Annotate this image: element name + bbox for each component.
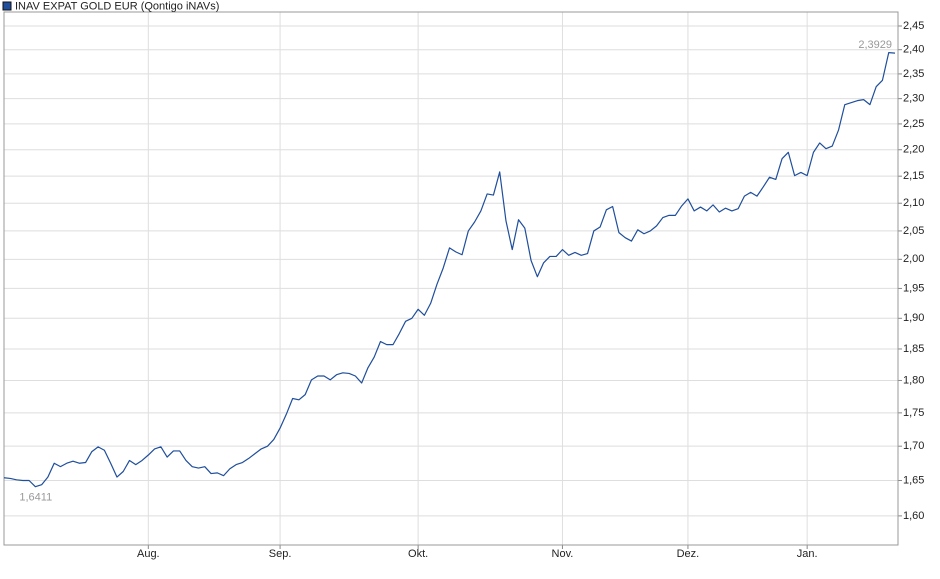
legend-label: INAV EXPAT GOLD EUR (Qontigo iNAVs) — [15, 0, 219, 12]
x-tick-label: Dez. — [677, 548, 700, 560]
series-line — [3, 51, 896, 488]
y-tick-label: 1,65 — [903, 474, 924, 486]
x-tick-label: Nov. — [552, 548, 574, 560]
y-tick-label: 2,00 — [903, 253, 924, 265]
y-tick-label: 2,40 — [903, 44, 924, 56]
marks — [3, 51, 896, 488]
y-tick-label: 2,45 — [903, 20, 924, 32]
x-tick-label: Sep. — [269, 548, 292, 560]
y-tick-label: 1,75 — [903, 407, 924, 419]
y-tick-label: 1,85 — [903, 343, 924, 355]
value-label: 1,6411 — [19, 492, 52, 504]
y-tick-label: 2,30 — [903, 93, 924, 105]
plot-frame — [3, 11, 899, 546]
y-tick-label: 2,10 — [903, 197, 924, 209]
x-tick-label: Aug. — [137, 548, 160, 560]
y-tick-label: 1,80 — [903, 374, 924, 386]
y-tick-label: 1,95 — [903, 282, 924, 294]
y-tick-label: 1,60 — [903, 510, 924, 522]
x-tick-label: Jan. — [797, 548, 818, 560]
x-tick-label: Okt. — [408, 548, 428, 560]
y-tick-label: 2,05 — [903, 225, 924, 237]
labels: 1,60 1,65 1,70 1,75 1,80 1,85 1,90 1,95 2,00 2,05… — [19, 20, 924, 560]
grid — [4, 12, 902, 549]
y-tick-label: 2,20 — [903, 144, 924, 156]
y-tick-label: 2,25 — [903, 118, 924, 130]
y-tick-label: 1,90 — [903, 312, 924, 324]
y-tick-label: 2,15 — [903, 170, 924, 182]
y-tick-label: 1,70 — [903, 440, 924, 452]
value-label: 2,3929 — [858, 39, 892, 51]
legend-swatch — [2, 1, 12, 11]
y-tick-label: 2,35 — [903, 68, 924, 80]
